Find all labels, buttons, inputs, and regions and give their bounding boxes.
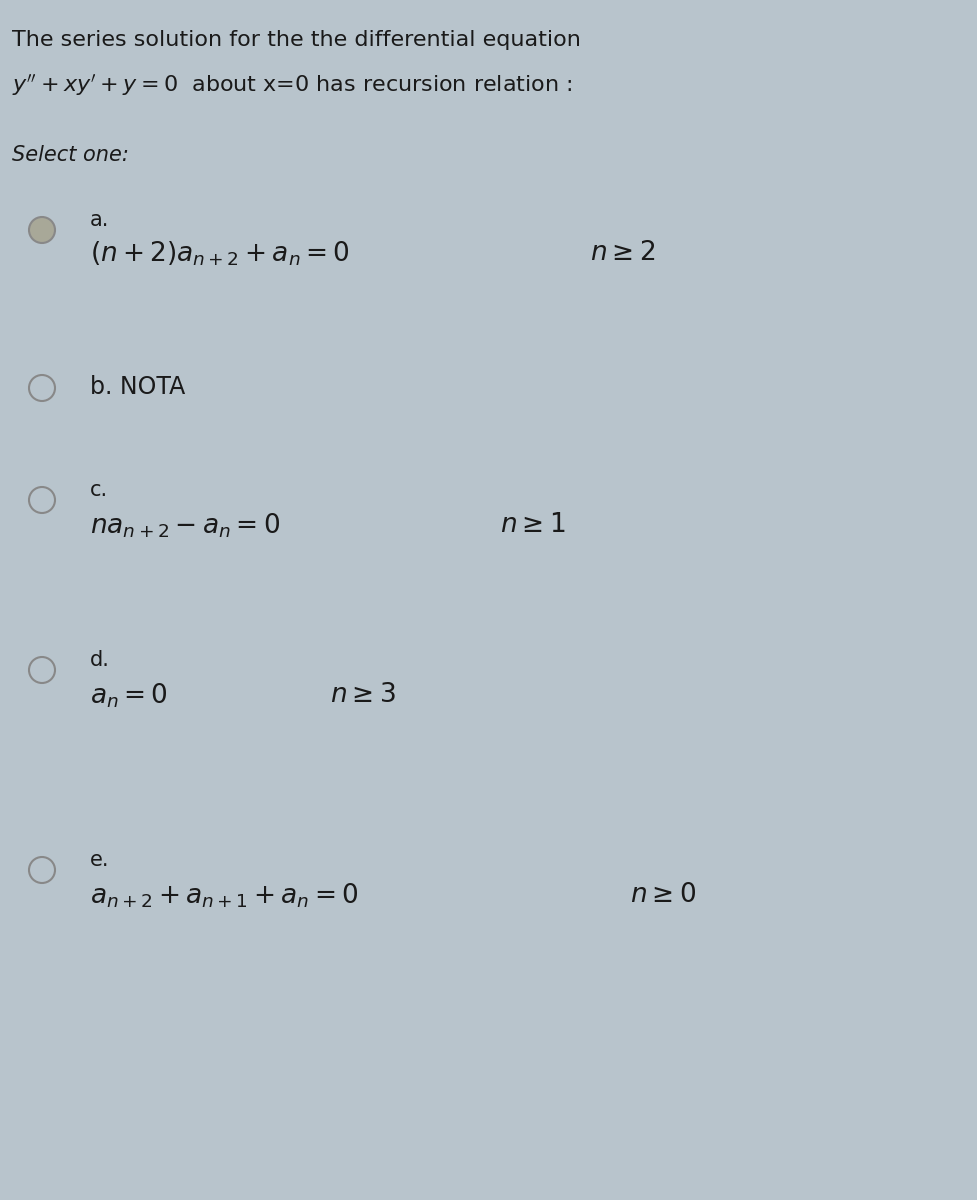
- Text: a.: a.: [90, 210, 109, 230]
- Circle shape: [29, 487, 55, 514]
- Text: $a_{n}=0$: $a_{n}=0$: [90, 682, 168, 710]
- Text: $n\geq 3$: $n\geq 3$: [330, 682, 396, 708]
- Circle shape: [29, 857, 55, 883]
- Circle shape: [29, 374, 55, 401]
- Text: $n\geq 2$: $n\geq 2$: [590, 240, 656, 266]
- Text: The series solution for the the differential equation: The series solution for the the differen…: [12, 30, 581, 50]
- Text: d.: d.: [90, 650, 109, 670]
- Text: $a_{n+2}+a_{n+1}+a_{n}=0$: $a_{n+2}+a_{n+1}+a_{n}=0$: [90, 882, 359, 911]
- Text: $y'' + xy' + y = 0$  about x=0 has recursion relation :: $y'' + xy' + y = 0$ about x=0 has recurs…: [12, 72, 573, 97]
- Text: $n\geq 0$: $n\geq 0$: [630, 882, 696, 908]
- Text: Select one:: Select one:: [12, 145, 129, 164]
- Text: $n\geq 1$: $n\geq 1$: [500, 512, 566, 538]
- Circle shape: [29, 217, 55, 242]
- Text: b. NOTA: b. NOTA: [90, 374, 186, 398]
- Text: $na_{n+2}-a_{n}=0$: $na_{n+2}-a_{n}=0$: [90, 512, 280, 540]
- Text: $(n+2)a_{n+2}+a_{n}=0$: $(n+2)a_{n+2}+a_{n}=0$: [90, 240, 350, 269]
- Text: e.: e.: [90, 850, 109, 870]
- Circle shape: [29, 658, 55, 683]
- Text: c.: c.: [90, 480, 108, 500]
